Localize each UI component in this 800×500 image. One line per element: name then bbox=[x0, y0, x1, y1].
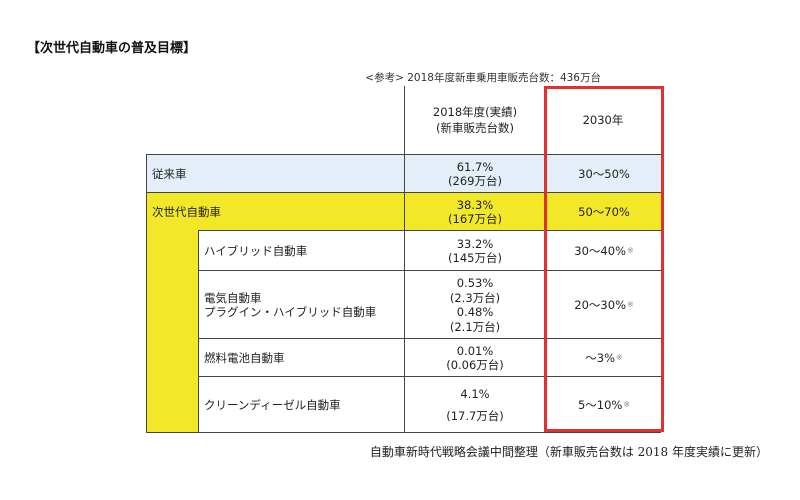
row-target: 20〜30% ※ bbox=[545, 271, 662, 339]
row-value: 61.7% (269万台) bbox=[404, 155, 545, 193]
row-label: クリーンディーゼル自動車 bbox=[204, 397, 341, 412]
value-line: (2.1万台) bbox=[449, 319, 501, 334]
row-value: 38.3% (167万台) bbox=[404, 193, 545, 231]
value-line: 33.2% bbox=[456, 236, 494, 251]
table-row-ev-phev: 電気自動車 プラグイン・ハイブリッド自動車 0.53% (2.3万台) 0.48… bbox=[198, 270, 661, 339]
row-target: 〜3% ※ bbox=[545, 339, 662, 377]
row-target: 5〜10% ※ bbox=[545, 377, 662, 433]
value-line: (2.3万台) bbox=[449, 290, 501, 305]
note-mark: ※ bbox=[616, 352, 623, 362]
value-line: 0.01% bbox=[456, 343, 494, 358]
note-mark: ※ bbox=[627, 299, 634, 309]
value-line: (17.7万台) bbox=[446, 409, 504, 423]
row-label: 電気自動車 プラグイン・ハイブリッド自動車 bbox=[204, 271, 661, 339]
note-mark: ※ bbox=[627, 245, 634, 255]
target-text: 5〜10% bbox=[577, 397, 623, 412]
value-line: 0.48% bbox=[456, 305, 494, 319]
row-value: 0.53% (2.3万台) 0.48% (2.1万台) bbox=[404, 271, 545, 339]
value-line: (145万台) bbox=[448, 251, 502, 265]
row-value: 33.2% (145万台) bbox=[404, 231, 545, 271]
target-text: 30〜40% bbox=[574, 243, 626, 258]
row-label-line: プラグイン・ハイブリッド自動車 bbox=[204, 305, 377, 319]
row-value: 0.01% (0.06万台) bbox=[404, 339, 545, 377]
table-row-fuel-cell: 燃料電池自動車 0.01% (0.06万台) 〜3% ※ bbox=[198, 338, 661, 377]
value-line: 38.3% bbox=[456, 197, 494, 212]
value-line: (167万台) bbox=[448, 212, 502, 226]
header-2018-line-1: 2018年度(実績) bbox=[432, 105, 518, 119]
row-target: 50〜70% bbox=[545, 193, 662, 231]
table-row-clean-diesel: クリーンディーゼル自動車 4.1% (17.7万台) 5〜10% ※ bbox=[198, 376, 661, 433]
row-target: 30〜40% ※ bbox=[545, 231, 662, 271]
reference-note: <参考> 2018年度新車乗用車販売台数：436万台 bbox=[365, 72, 601, 84]
value-line: (269万台) bbox=[448, 174, 502, 188]
row-label: ハイブリッド自動車 bbox=[204, 243, 308, 258]
target-text: 〜3% bbox=[585, 350, 616, 365]
value-line: 61.7% bbox=[456, 159, 494, 174]
target-text: 20〜30% bbox=[574, 297, 626, 312]
table-row-next-gen: 次世代自動車 38.3% (167万台) 50〜70% bbox=[146, 192, 661, 231]
header-2030: 2030年 bbox=[582, 113, 624, 127]
value-line: (0.06万台) bbox=[446, 358, 504, 372]
row-label-line: 電気自動車 bbox=[204, 290, 262, 305]
target-text: 50〜70% bbox=[578, 204, 630, 219]
table-row-hybrid: ハイブリッド自動車 33.2% (145万台) 30〜40% ※ bbox=[198, 230, 661, 271]
target-text: 30〜50% bbox=[578, 166, 630, 181]
table-bottom-border bbox=[146, 432, 661, 433]
table-left-border bbox=[146, 154, 147, 432]
row-label: 燃料電池自動車 bbox=[204, 350, 285, 365]
page-title: 【次世代自動車の普及目標】 bbox=[27, 41, 197, 56]
header-2018-line-2: (新車販売台数) bbox=[436, 121, 514, 135]
source-note: 自動車新時代戦略会議中間整理（新車販売台数は 2018 年度実績に更新） bbox=[369, 445, 768, 459]
row-value: 4.1% (17.7万台) bbox=[404, 377, 545, 433]
row-target: 30〜50% bbox=[545, 155, 662, 193]
next-gen-group-bar bbox=[146, 230, 199, 432]
note-mark: ※ bbox=[623, 399, 631, 409]
header-2018: 2018年度(実績) (新車販売台数) bbox=[404, 86, 545, 154]
table-row-conventional: 従来車 61.7% (269万台) 30〜50% bbox=[146, 154, 661, 193]
row-label: 従来車 bbox=[152, 166, 187, 181]
row-label: 次世代自動車 bbox=[152, 204, 221, 219]
table-right-border bbox=[661, 154, 662, 432]
value-line: 4.1% bbox=[460, 387, 490, 401]
value-line: 0.53% bbox=[456, 276, 494, 290]
